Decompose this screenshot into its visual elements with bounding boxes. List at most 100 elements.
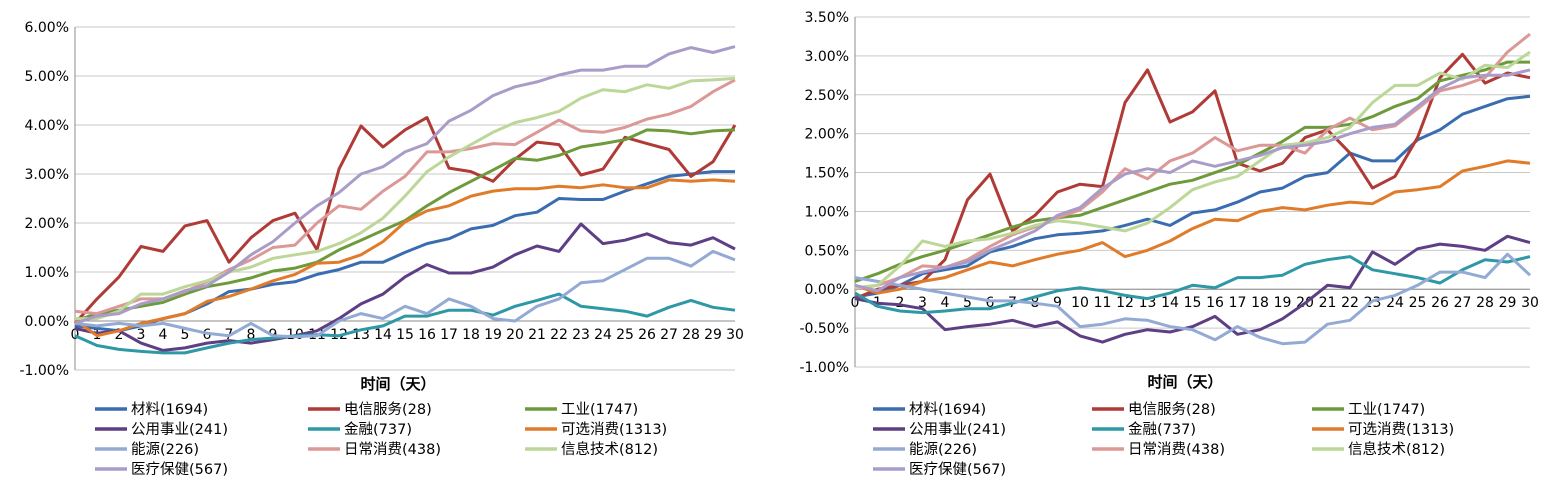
x-tick-label: 15 [396, 327, 414, 343]
x-tick-label: 5 [181, 327, 190, 343]
x-tick-label: 26 [638, 327, 656, 343]
series-line-电信服务 [854, 52, 1531, 300]
y-tick-label: -1.00% [799, 360, 849, 376]
x-tick-label: 2 [115, 327, 124, 343]
series-line-材料 [854, 94, 1531, 299]
y-tick-label: 2.00% [805, 127, 849, 143]
series-line-可选消费 [74, 178, 736, 338]
x-tick-label: 20 [506, 327, 524, 343]
y-tick-label: 1.00% [805, 204, 849, 220]
x-tick-label: 29 [1499, 295, 1517, 311]
x-axis-title: 时间（天） [1147, 373, 1222, 391]
x-tick-label: 21 [1319, 295, 1337, 311]
x-tick-label: 3 [918, 295, 927, 311]
legend-label-医疗保健: 医疗保健(567) [131, 461, 228, 478]
x-tick-label: 28 [1476, 295, 1494, 311]
legend: 材料(1694) 电信服务(28) 工业(1747) 公用事业(241) 金融(737)… [95, 401, 667, 478]
legend-label-能源: 能源(226) [131, 441, 199, 458]
y-tick-label: 6.00% [25, 20, 69, 36]
y-tick-label: 1.50% [805, 166, 849, 182]
x-axis-title: 时间（天） [360, 375, 435, 393]
x-tick-label: 16 [418, 327, 436, 343]
legend-label-医疗保健: 医疗保健(567) [909, 461, 1006, 478]
series-line-工业 [74, 128, 736, 323]
series-line-可选消费 [854, 159, 1531, 295]
x-tick-label: 27 [1454, 295, 1472, 311]
x-tick-label: 19 [1274, 295, 1292, 311]
legend-label-金融: 金融(737) [344, 421, 412, 438]
x-tick-label: 10 [1071, 295, 1089, 311]
x-tick-label: 18 [462, 327, 480, 343]
x-tick-label: 0 [851, 295, 860, 311]
y-tick-label: 0.00% [25, 314, 69, 330]
series-line-医疗保健 [74, 45, 736, 325]
x-tick-label: 6 [986, 295, 995, 311]
y-tick-label: 3.50% [805, 10, 849, 26]
legend-label-可选消费: 可选消费(1313) [1348, 421, 1454, 438]
x-tick-label: 8 [247, 327, 256, 343]
legend-label-信息技术: 信息技术(812) [561, 441, 658, 458]
x-tick-label: 22 [550, 327, 568, 343]
x-tick-label: 30 [726, 327, 744, 343]
series-line-金融 [74, 292, 736, 355]
legend-label-日常消费: 日常消费(438) [1128, 441, 1225, 458]
x-tick-label: 22 [1341, 295, 1359, 311]
y-tick-label: 0.00% [805, 282, 849, 298]
y-tick-label: 4.00% [25, 118, 69, 134]
x-tick-label: 29 [704, 327, 722, 343]
x-tick-label: 2 [896, 295, 905, 311]
legend-label-能源: 能源(226) [909, 441, 977, 458]
series-line-能源 [74, 249, 736, 339]
x-tick-label: 24 [594, 327, 612, 343]
x-tick-label: 14 [1161, 295, 1179, 311]
series-line-电信服务 [73, 116, 737, 325]
x-tick-label: 0 [71, 327, 80, 343]
x-tick-label: 26 [1431, 295, 1449, 311]
legend-label-可选消费: 可选消费(1313) [561, 421, 667, 438]
series-line-医疗保健 [854, 68, 1531, 293]
y-tick-label: 3.00% [25, 167, 69, 183]
x-tick-label: 17 [1229, 295, 1247, 311]
x-tick-label: 23 [1364, 295, 1382, 311]
y-tick-label: 5.00% [25, 69, 69, 85]
x-tick-label: 27 [660, 327, 678, 343]
x-tick-label: 15 [1184, 295, 1202, 311]
x-tick-label: 28 [682, 327, 700, 343]
y-tick-label: 1.00% [25, 265, 69, 281]
x-tick-label: 30 [1521, 295, 1539, 311]
y-tick-label: 2.00% [25, 216, 69, 232]
series-line-工业 [854, 60, 1530, 283]
x-tick-label: 3 [137, 327, 146, 343]
legend-label-电信服务: 电信服务(28) [344, 401, 432, 418]
x-tick-label: 11 [1094, 295, 1112, 311]
y-tick-label: 3.00% [805, 49, 849, 65]
x-tick-label: 25 [616, 327, 634, 343]
x-tick-label: 14 [374, 327, 392, 343]
legend-label-材料: 材料(1694) [909, 401, 986, 418]
x-tick-label: 23 [572, 327, 590, 343]
x-tick-label: 6 [203, 327, 212, 343]
legend-label-信息技术: 信息技术(812) [1348, 441, 1445, 458]
legend-label-日常消费: 日常消费(438) [344, 441, 441, 458]
y-tick-label: -0.50% [799, 321, 849, 337]
legend-label-金融: 金融(737) [1128, 421, 1196, 438]
x-tick-label: 5 [963, 295, 972, 311]
x-tick-label: 17 [440, 327, 458, 343]
x-tick-label: 24 [1386, 295, 1404, 311]
y-tick-label: 2.50% [805, 88, 849, 104]
chart-1: -1.00% 0.00% 1.00% 2.00% 3.00% 4.00% 5.00% 6.00… [19, 20, 743, 478]
series-line-能源 [854, 252, 1532, 346]
legend: 材料(1694) 电信服务(28) 工业(1747) 公用事业(241) 金融(737)… [873, 401, 1454, 478]
x-tick-label: 19 [484, 327, 502, 343]
x-tick-label: 25 [1409, 295, 1427, 311]
series-line-公用事业 [74, 222, 736, 352]
y-tick-label: -1.00% [19, 363, 69, 379]
legend-label-工业: 工业(1747) [1348, 401, 1425, 418]
legend-label-工业: 工业(1747) [561, 401, 638, 418]
legend-label-材料: 材料(1694) [131, 401, 208, 418]
x-tick-label: 21 [528, 327, 546, 343]
x-tick-label: 4 [941, 295, 950, 311]
series-line-信息技术 [75, 76, 736, 321]
legend-label-公用事业: 公用事业(241) [909, 421, 1006, 438]
